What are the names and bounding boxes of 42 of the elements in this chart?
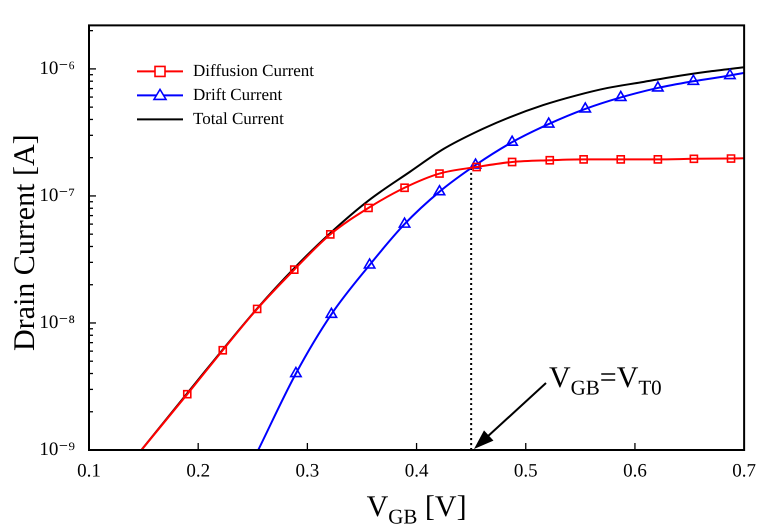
point (506, 135, 518, 146)
x-tick-label: 0.1 (77, 460, 101, 482)
point (325, 308, 338, 318)
y-axis-title: Drain Current [A] (8, 134, 41, 351)
point (614, 90, 627, 102)
x-tick-label: 0.3 (296, 460, 320, 482)
y-tick-label: 10⁻⁷ (39, 184, 75, 206)
point (616, 155, 626, 164)
legend-label: Drift Current (193, 84, 282, 104)
x-tick-label: 0.5 (514, 460, 538, 482)
point (435, 169, 444, 178)
point (400, 183, 409, 192)
point (218, 346, 228, 355)
point (182, 390, 192, 399)
x-tick-label: 0.7 (732, 460, 756, 482)
point (542, 117, 555, 128)
point (687, 74, 700, 86)
point (290, 265, 299, 274)
point (252, 304, 262, 314)
point (364, 204, 373, 212)
x-tick-label: 0.4 (404, 460, 429, 482)
point (690, 154, 698, 164)
point (398, 217, 411, 228)
point (654, 155, 662, 164)
legend-label: Diffusion Current (193, 60, 314, 80)
point (470, 158, 482, 169)
point (364, 258, 376, 269)
x-tick-label: 0.2 (186, 460, 210, 482)
point (724, 68, 736, 80)
y-tick-label: 10⁻⁹ (39, 438, 76, 460)
point (726, 154, 736, 163)
point (508, 158, 516, 166)
point (433, 184, 446, 196)
point (579, 155, 588, 164)
y-tick-label: 10⁻⁸ (39, 312, 75, 333)
point (326, 230, 335, 239)
point (545, 156, 554, 165)
x-tick-label: 0.6 (623, 460, 647, 482)
point (579, 102, 592, 113)
point (652, 81, 664, 92)
y-tick-label: 10⁻⁶ (39, 58, 75, 79)
legend-label: Total Current (193, 108, 284, 128)
